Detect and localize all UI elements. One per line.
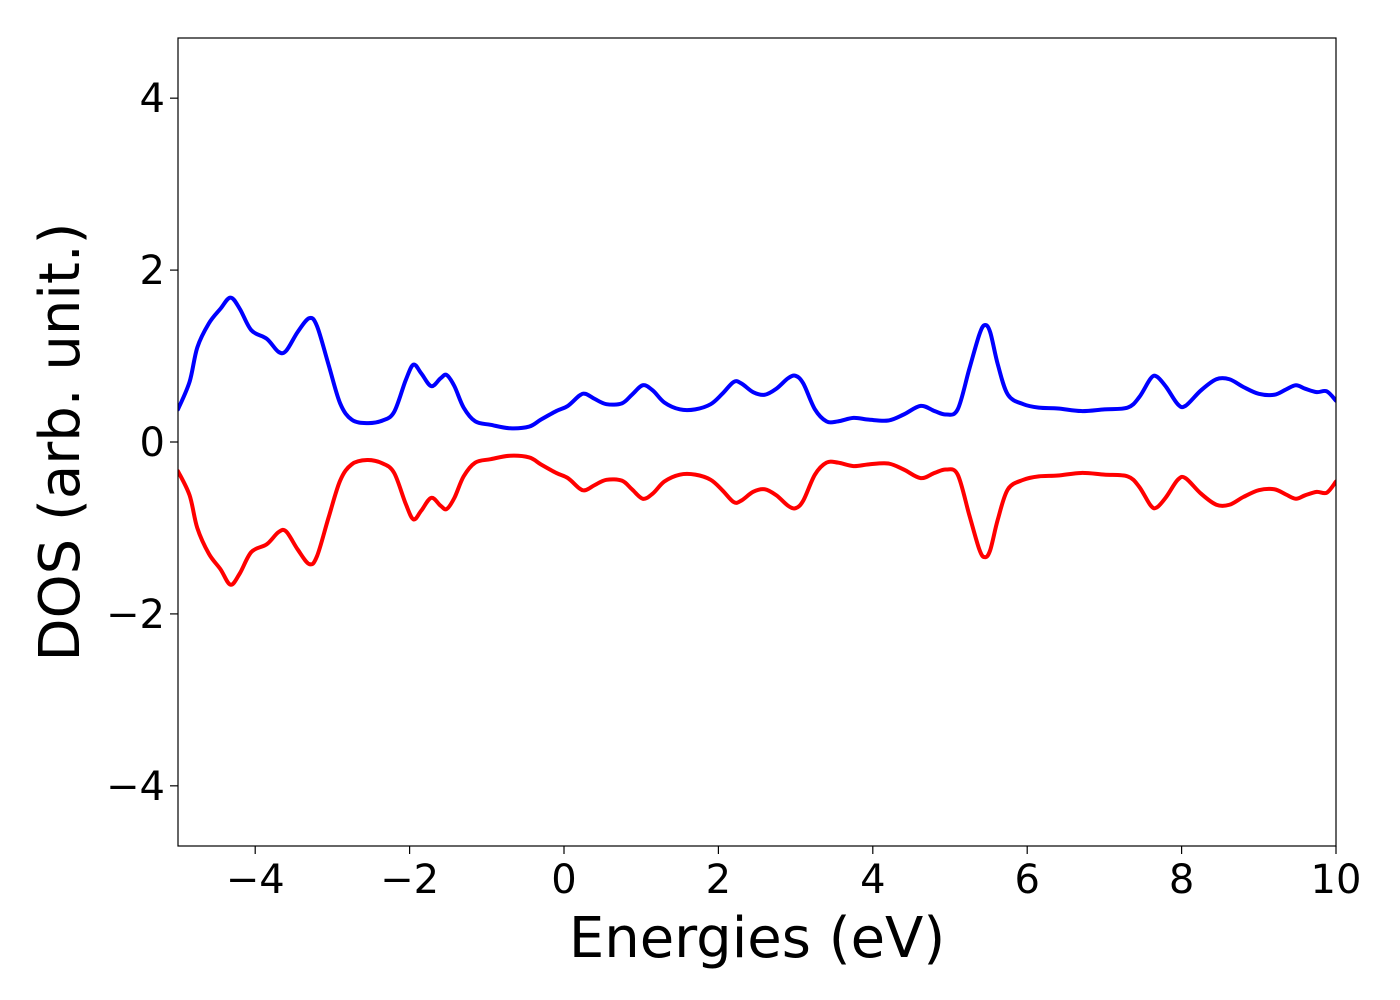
x-tick-label: 2 [706, 857, 731, 903]
x-tick-label: 4 [860, 857, 885, 903]
series-line-0 [178, 295, 1336, 431]
y-tick-label: 0 [140, 420, 165, 466]
plot-background [178, 38, 1336, 846]
y-axis: −4 −2 0 2 4 [106, 76, 178, 810]
x-tick-label: 10 [1311, 857, 1362, 903]
x-tick-label: 6 [1014, 857, 1039, 903]
x-axis: −4 −2 0 2 4 6 8 10 [226, 846, 1362, 903]
y-tick-label: −4 [106, 764, 165, 810]
x-tick-label: −2 [380, 857, 439, 903]
series-layer [178, 295, 1336, 587]
x-tick-label: 8 [1169, 857, 1194, 903]
x-axis-label: Energies (eV) [569, 906, 945, 971]
y-tick-label: 4 [140, 76, 165, 122]
y-tick-label: −2 [106, 592, 165, 638]
x-tick-label: 0 [551, 857, 576, 903]
x-tick-label: −4 [226, 857, 285, 903]
series-line-1 [178, 453, 1336, 587]
y-tick-label: 2 [140, 248, 165, 294]
y-axis-label: DOS (arb. unit.) [28, 222, 93, 661]
